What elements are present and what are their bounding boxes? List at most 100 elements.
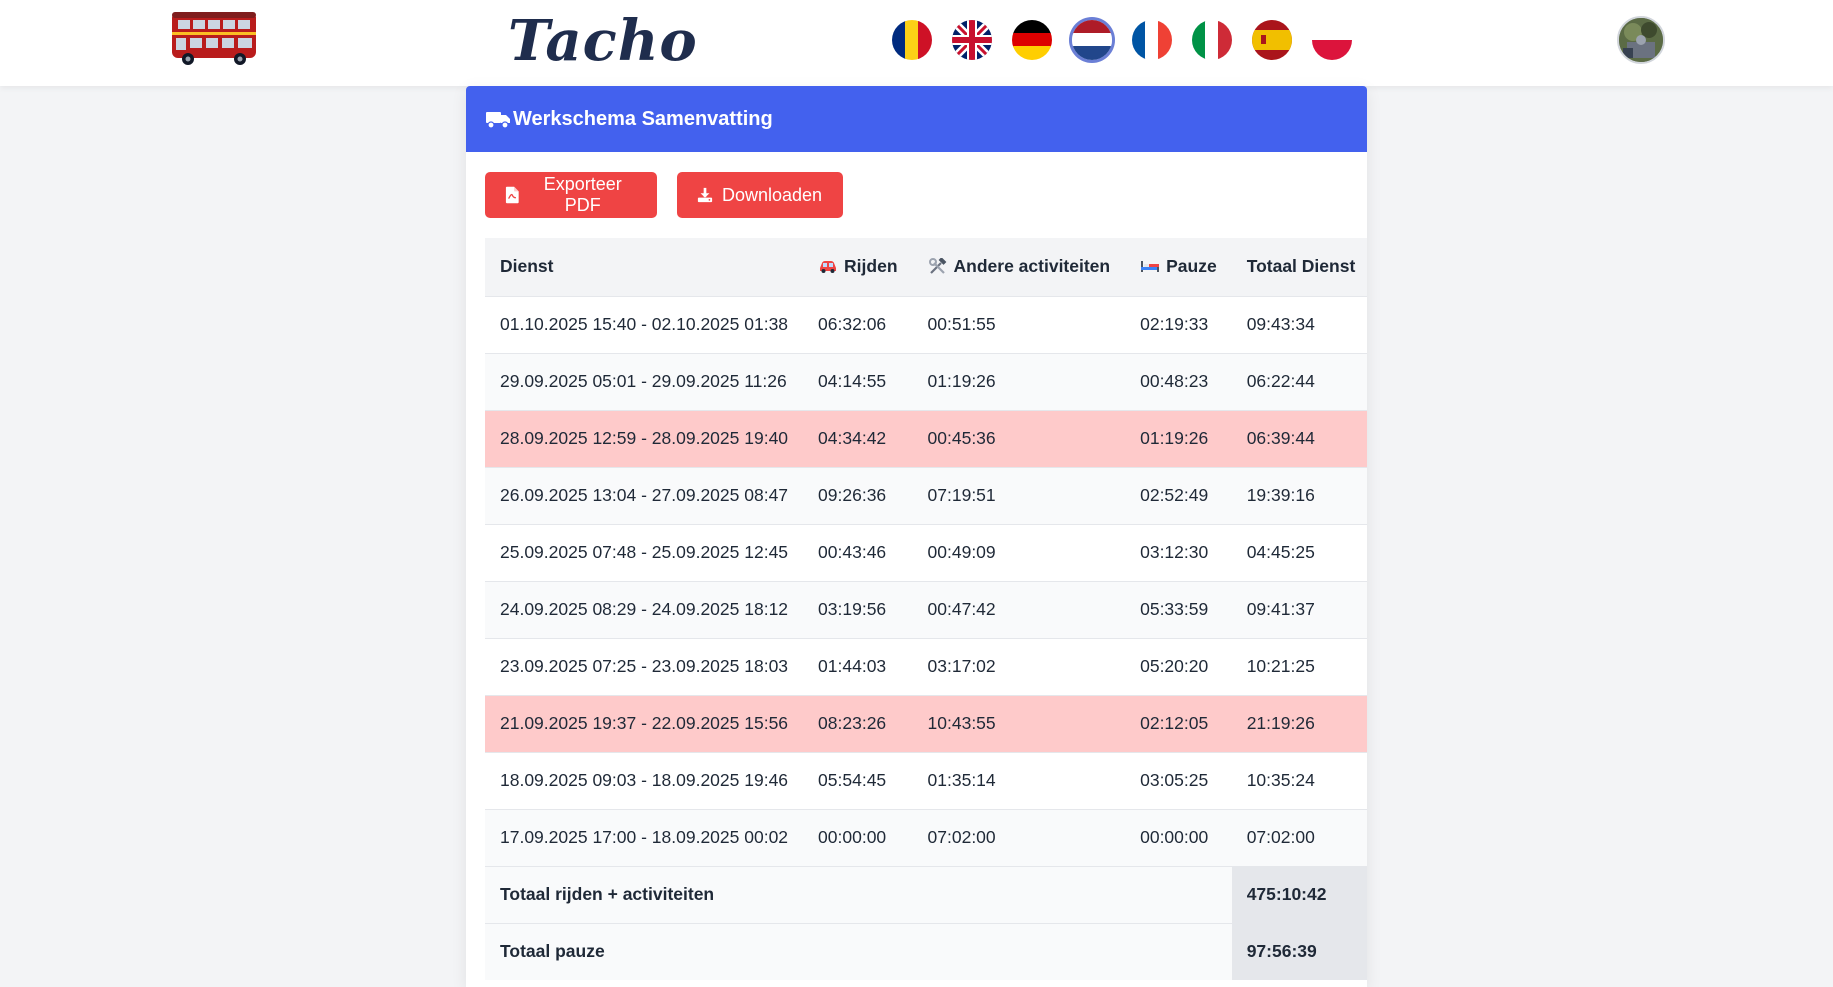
car-icon [820,261,837,274]
cell-rijden: 08:23:26 [803,694,913,752]
brand-name[interactable]: Tacho [508,8,698,74]
cell-andere: 00:51:55 [912,295,1126,353]
download-icon [697,187,713,203]
cell-totaal: 10:21:25 [1231,637,1367,695]
cell-dienst: 24.09.2025 08:29 - 24.09.2025 18:12 [485,580,804,638]
cell-pauze: 03:05:25 [1125,751,1232,809]
cell-andere: 07:02:00 [912,808,1126,866]
total-value: 97:56:39 [1231,922,1367,980]
table-row: 29.09.2025 05:01 - 29.09.2025 11:26 04:1… [485,352,1367,410]
table-row: 25.09.2025 07:48 - 25.09.2025 12:45 00:4… [485,523,1367,581]
cell-rijden: 00:43:46 [803,523,913,581]
cell-dienst: 21.09.2025 19:37 - 22.09.2025 15:56 [485,694,804,752]
cell-dienst: 29.09.2025 05:01 - 29.09.2025 11:26 [485,352,804,410]
cell-pauze: 05:33:59 [1125,580,1232,638]
work-schedule-card: Werkschema Samenvatting Exporteer PDF [466,86,1367,987]
total-value: 475:10:42 [1231,865,1367,923]
flag-france-icon[interactable] [1132,20,1172,60]
cell-pauze: 02:12:05 [1125,694,1232,752]
total-label: Totaal pauze [485,922,1232,980]
total-pause-row: Totaal pauze 97:56:39 [485,922,1367,980]
total-label: Totaal rijden + activiteiten [485,865,1232,923]
cell-dienst: 25.09.2025 07:48 - 25.09.2025 12:45 [485,523,804,581]
cell-dienst: 01.10.2025 15:40 - 02.10.2025 01:38 [485,295,804,353]
column-header-andere: Andere activiteiten [912,238,1126,296]
download-button[interactable]: Downloaden [677,172,843,218]
cell-dienst: 18.09.2025 09:03 - 18.09.2025 19:46 [485,751,804,809]
cell-totaal: 06:22:44 [1231,352,1367,410]
schedule-table: Dienst Rijden Andere activiteiten Pauze … [485,238,1367,980]
truck-icon [486,112,510,129]
cell-rijden: 06:32:06 [803,295,913,353]
cell-pauze: 01:19:26 [1125,409,1232,467]
cell-pauze: 00:48:23 [1125,352,1232,410]
card-title: Werkschema Samenvatting [513,107,773,130]
cell-totaal: 07:02:00 [1231,808,1367,866]
flag-uk-icon[interactable] [952,20,992,60]
table-row: 18.09.2025 09:03 - 18.09.2025 19:46 05:5… [485,751,1367,809]
cell-andere: 00:47:42 [912,580,1126,638]
cell-rijden: 05:54:45 [803,751,913,809]
hammer-wrench-icon [928,258,946,275]
cell-rijden: 04:14:55 [803,352,913,410]
cell-andere: 07:19:51 [912,466,1126,524]
flag-germany-icon[interactable] [1012,20,1052,60]
table-row-flagged: 21.09.2025 19:37 - 22.09.2025 15:56 08:2… [485,694,1367,752]
cell-totaal: 09:43:34 [1231,295,1367,353]
cell-pauze: 05:20:20 [1125,637,1232,695]
column-header-dienst: Dienst [485,238,804,296]
cell-pauze: 02:52:49 [1125,466,1232,524]
cell-totaal: 09:41:37 [1231,580,1367,638]
table-header-row: Dienst Rijden Andere activiteiten Pauze … [485,238,1367,296]
action-buttons: Exporteer PDF Downloaden [485,172,1348,218]
flag-poland-icon[interactable] [1312,20,1352,60]
column-header-pauze: Pauze [1125,238,1232,296]
cell-totaal: 10:35:24 [1231,751,1367,809]
download-label: Downloaden [722,184,823,205]
total-driving-activities-row: Totaal rijden + activiteiten 475:10:42 [485,865,1367,923]
cell-rijden: 01:44:03 [803,637,913,695]
bed-icon [1141,261,1160,273]
cell-dienst: 23.09.2025 07:25 - 23.09.2025 18:03 [485,637,804,695]
bus-logo[interactable] [166,8,262,68]
cell-rijden: 04:34:42 [803,409,913,467]
cell-totaal: 06:39:44 [1231,409,1367,467]
card-body: Exporteer PDF Downloaden Dienst Rijden [466,152,1367,980]
user-avatar[interactable] [1617,16,1665,64]
flag-spain-icon[interactable] [1252,20,1292,60]
flag-netherlands-icon[interactable] [1072,20,1112,60]
cell-andere: 01:19:26 [912,352,1126,410]
cell-pauze: 03:12:30 [1125,523,1232,581]
cell-andere: 01:35:14 [912,751,1126,809]
card-header: Werkschema Samenvatting [466,86,1367,152]
export-pdf-label: Exporteer PDF [543,174,622,215]
table-row: 01.10.2025 15:40 - 02.10.2025 01:38 06:3… [485,295,1367,353]
table-row: 17.09.2025 17:00 - 18.09.2025 00:02 00:0… [485,808,1367,866]
table-row: 24.09.2025 08:29 - 24.09.2025 18:12 03:1… [485,580,1367,638]
cell-dienst: 28.09.2025 12:59 - 28.09.2025 19:40 [485,409,804,467]
cell-rijden: 09:26:36 [803,466,913,524]
cell-pauze: 00:00:00 [1125,808,1232,866]
cell-totaal: 21:19:26 [1231,694,1367,752]
cell-andere: 00:45:36 [912,409,1126,467]
column-header-rijden: Rijden [803,238,913,296]
table-row: 23.09.2025 07:25 - 23.09.2025 18:03 01:4… [485,637,1367,695]
export-pdf-button[interactable]: Exporteer PDF [485,172,657,218]
cell-andere: 10:43:55 [912,694,1126,752]
cell-totaal: 19:39:16 [1231,466,1367,524]
cell-pauze: 02:19:33 [1125,295,1232,353]
flag-italy-icon[interactable] [1192,20,1232,60]
cell-rijden: 00:00:00 [803,808,913,866]
column-header-totaal: Totaal Dienst [1231,238,1367,296]
cell-andere: 03:17:02 [912,637,1126,695]
flag-romania-icon[interactable] [892,20,932,60]
table-row: 26.09.2025 13:04 - 27.09.2025 08:47 09:2… [485,466,1367,524]
table-row-flagged: 28.09.2025 12:59 - 28.09.2025 19:40 04:3… [485,409,1367,467]
pdf-file-icon [505,186,519,204]
cell-andere: 00:49:09 [912,523,1126,581]
cell-dienst: 26.09.2025 13:04 - 27.09.2025 08:47 [485,466,804,524]
top-navbar: Tacho [0,0,1833,86]
cell-rijden: 03:19:56 [803,580,913,638]
cell-totaal: 04:45:25 [1231,523,1367,581]
cell-dienst: 17.09.2025 17:00 - 18.09.2025 00:02 [485,808,804,866]
